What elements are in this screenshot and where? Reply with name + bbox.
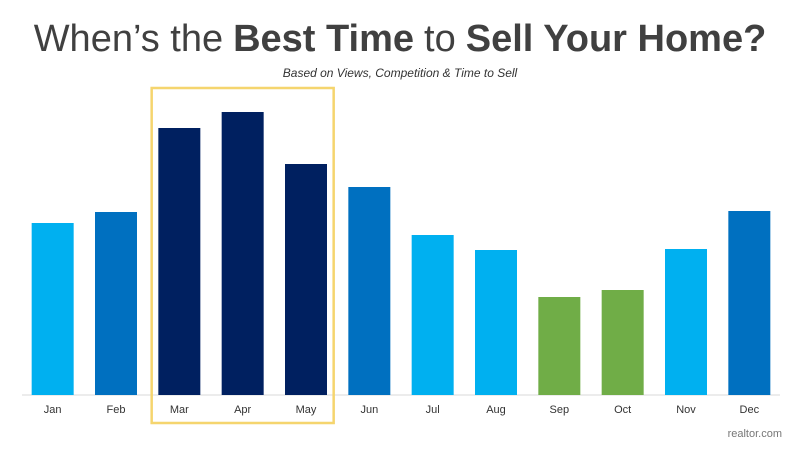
bar xyxy=(348,187,391,395)
x-tick-label: Nov xyxy=(676,404,696,416)
title-part: When’s the xyxy=(33,18,224,60)
chart-subtitle: Based on Views, Competition & Time to Se… xyxy=(282,66,518,80)
x-tick-label: Apr xyxy=(234,404,251,416)
bar xyxy=(31,223,74,395)
bar xyxy=(158,128,201,395)
bar xyxy=(728,211,771,395)
bar xyxy=(601,290,644,395)
title-part: Sell Your Home? xyxy=(465,18,767,60)
bar xyxy=(285,164,327,395)
bar xyxy=(538,297,581,395)
highlight-box xyxy=(150,86,335,425)
x-tick-label: Jun xyxy=(360,404,378,416)
x-tick-label: Oct xyxy=(614,404,631,416)
x-tick-label: Mar xyxy=(170,404,189,416)
bar xyxy=(95,212,137,395)
source: realtor.com xyxy=(727,428,782,440)
x-tick-label: Feb xyxy=(107,404,126,416)
x-tick-label: May xyxy=(296,404,317,416)
chart-title: When’s the Best Time to Sell Your Home? xyxy=(0,18,800,61)
bar xyxy=(221,112,264,395)
x-tick-label: Jan xyxy=(44,404,62,416)
x-tick-label: Aug xyxy=(486,404,506,416)
bar xyxy=(411,235,454,395)
x-tick-label: Jul xyxy=(426,404,440,416)
bar xyxy=(665,249,707,395)
x-tick-label: Sep xyxy=(550,404,570,416)
x-tick-label: Dec xyxy=(740,404,760,416)
title-part: to xyxy=(424,18,456,60)
title-part: Best Time xyxy=(233,18,415,60)
bar xyxy=(475,250,517,395)
